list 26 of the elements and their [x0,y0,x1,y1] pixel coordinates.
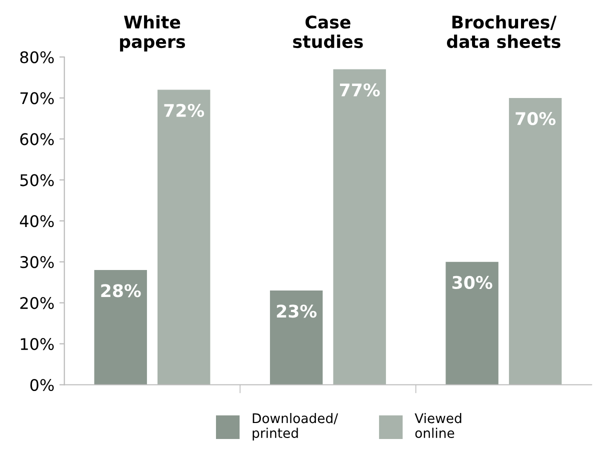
x-tick-label: Brochures/ data sheets [446,15,560,48]
bar [270,290,323,385]
y-tick-label: 20% [20,297,54,310]
data-label: 72% [164,104,204,117]
x-tick-label: Case studies [293,16,363,48]
bar [158,90,210,385]
data-label: 23% [276,304,317,318]
y-tick-label: 70% [20,92,54,104]
data-label: 77% [340,83,380,96]
bar [333,69,386,385]
legend-label: Viewed online [414,413,462,438]
bar [94,270,147,385]
y-tick-label: 40% [20,215,54,228]
y-tick-label: 80% [20,51,54,64]
data-label: 70% [516,112,556,126]
y-tick-label: 0% [30,378,54,392]
y-tick-label: 30% [20,256,54,268]
legend-label: Downloaded/ printed [252,413,338,441]
data-label: 28% [101,284,141,298]
data-label: 30% [452,276,492,290]
bar [446,262,498,385]
x-tick-label: White papers [120,15,186,52]
y-tick-label: 50% [20,174,54,186]
y-tick-label: 60% [20,133,54,146]
bar [508,98,562,385]
y-tick-label: 10% [20,338,54,350]
